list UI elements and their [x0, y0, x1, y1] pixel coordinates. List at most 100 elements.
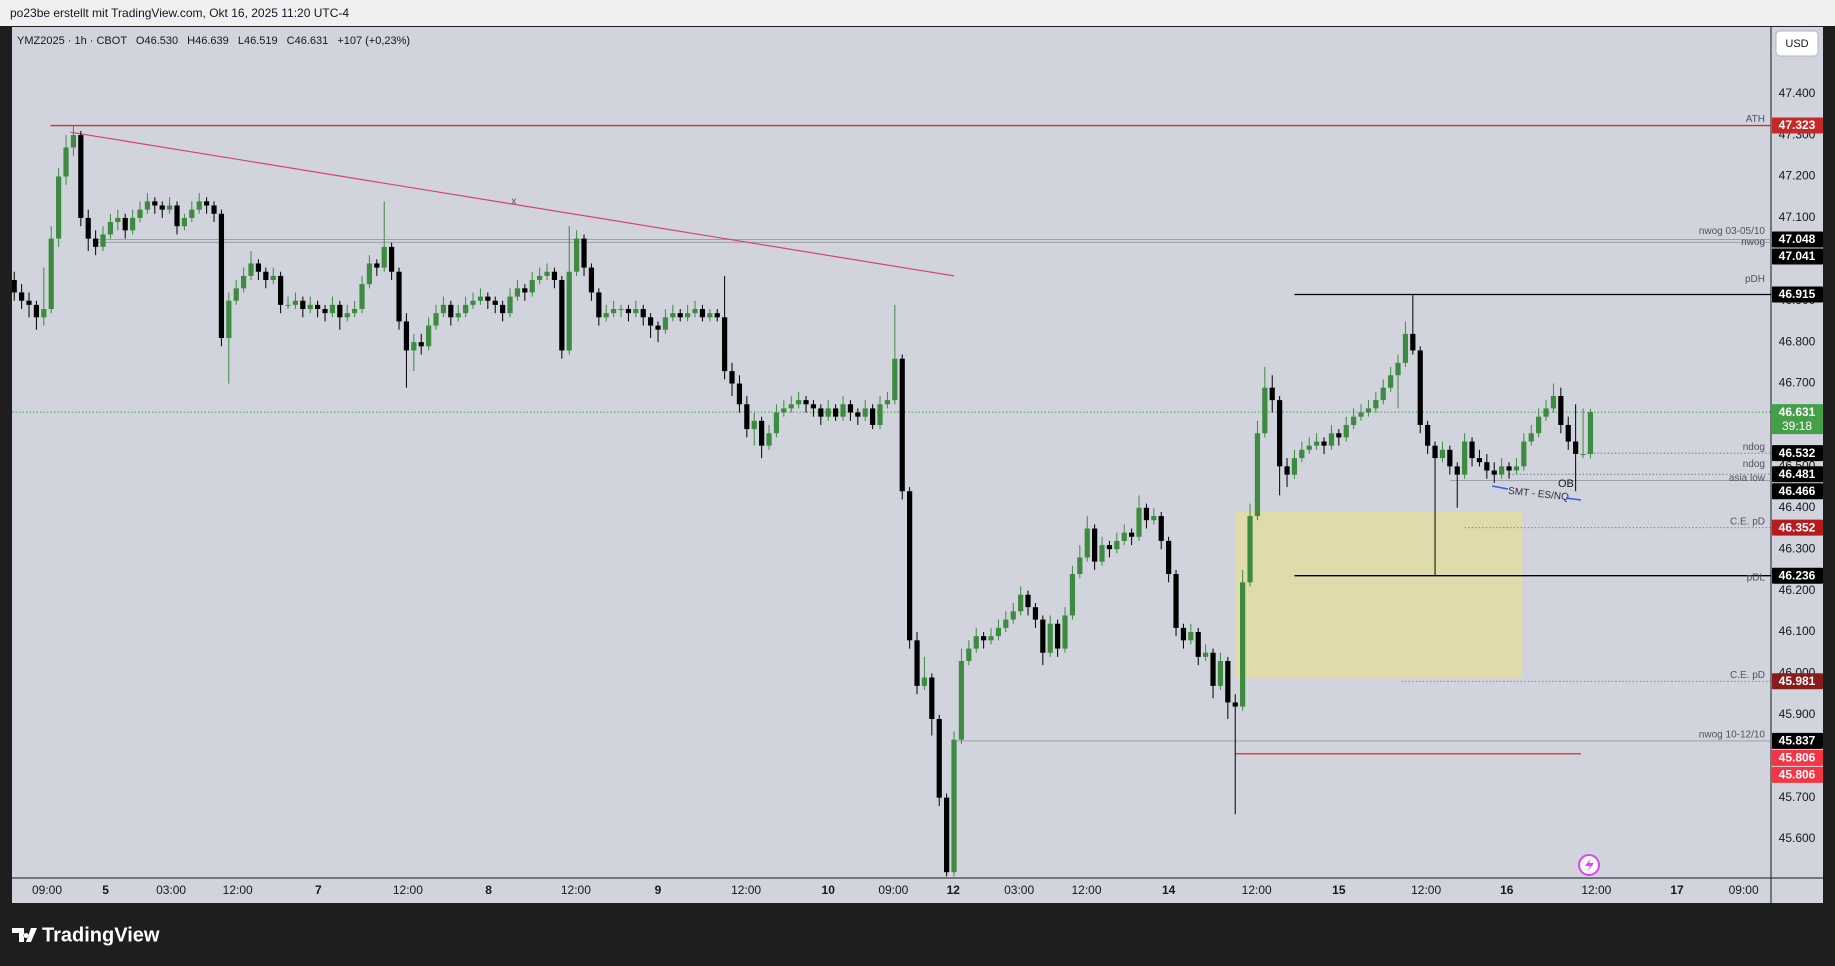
candle-body: [1321, 441, 1327, 446]
candle-body: [514, 288, 521, 297]
candle-body: [329, 304, 336, 314]
candle-body: [1232, 702, 1238, 707]
x-tick-label: 12:00: [1581, 883, 1611, 897]
candle-body: [285, 304, 291, 306]
candle-body: [892, 358, 898, 401]
level-label: nwog 03-05/10: [1699, 226, 1766, 237]
logo-text[interactable]: TradingView: [42, 924, 160, 946]
level-label: asia low: [1729, 473, 1766, 484]
candle-body: [241, 275, 247, 289]
candle-body: [1336, 433, 1342, 438]
candle-body: [344, 313, 350, 318]
x-tick-label: 8: [485, 883, 492, 897]
price-badge: [1772, 231, 1823, 248]
candle-body: [1188, 632, 1194, 641]
candle-body: [1173, 574, 1179, 628]
candle-body: [315, 304, 321, 310]
candle-body: [85, 217, 91, 239]
candle-body: [1092, 528, 1098, 562]
legend: YMZ2025 · 1h · CBOT O46.530 H46.639 L46.…: [17, 35, 410, 47]
candle-body: [1195, 632, 1201, 657]
candle-body: [966, 648, 972, 662]
annotation-line: [1491, 485, 1509, 490]
candle-body: [93, 238, 99, 247]
candle-body: [1129, 532, 1135, 537]
footer-logo[interactable]: TradingView: [12, 924, 160, 946]
candle-body: [729, 371, 735, 384]
candle-body: [1225, 661, 1231, 703]
alert-icon[interactable]: [1578, 854, 1600, 876]
candle-body: [1454, 466, 1460, 475]
icon-bolt[interactable]: [1585, 858, 1594, 872]
candle-body: [322, 309, 328, 314]
candle-body: [1158, 516, 1164, 541]
x-tick-label: 14: [1162, 883, 1176, 897]
candle-body: [1025, 594, 1031, 608]
candle-body: [862, 408, 868, 417]
candle-body: [1491, 470, 1497, 475]
candle-body: [1506, 466, 1512, 471]
x-tick-label: 09:00: [1729, 883, 1759, 897]
logo-mark[interactable]: [12, 928, 37, 942]
candle-body: [485, 296, 491, 301]
price-badge-label: 45.806: [1779, 768, 1816, 782]
legend-value: O46.530: [136, 35, 178, 47]
candle-body: [122, 217, 128, 231]
candle-body: [1536, 416, 1542, 434]
candle-body: [1550, 395, 1557, 409]
candle-body: [56, 176, 62, 239]
level-label: C.E. pD: [1730, 670, 1765, 681]
candle-body: [455, 313, 461, 318]
candle-body: [1247, 516, 1253, 583]
x-tick-label: 03:00: [1004, 883, 1034, 897]
candle-body: [677, 313, 683, 318]
trendline: [70, 131, 955, 277]
currency-button[interactable]: USD: [1775, 30, 1819, 57]
candle-body: [625, 309, 632, 314]
y-tick-label: 47.100: [1779, 210, 1816, 224]
candle-body: [1358, 412, 1364, 417]
candle-body: [115, 217, 121, 223]
candle-body: [773, 412, 780, 434]
button-bg[interactable]: [1775, 30, 1819, 57]
candle-body: [788, 404, 794, 409]
x-tick-label: 12:00: [1071, 883, 1101, 897]
price-badge: [1772, 567, 1823, 584]
candle-body: [137, 209, 143, 218]
candle-body: [1462, 441, 1468, 475]
level-label: pDL: [1747, 572, 1766, 583]
header-title: po23be erstellt mit TradingView.com, Okt…: [10, 6, 349, 20]
candle-body: [1499, 466, 1505, 475]
candle-body: [803, 400, 809, 405]
candle-body: [167, 205, 173, 210]
candle-body: [855, 412, 861, 417]
x-tick-label: 09:00: [878, 883, 908, 897]
x-tick-label: 17: [1670, 883, 1684, 897]
candle-body: [48, 238, 54, 310]
candle-body: [707, 313, 713, 318]
candle-body: [1380, 387, 1386, 401]
candle-body: [248, 263, 254, 276]
candle-body: [699, 309, 706, 318]
x-tick-label: 12:00: [223, 883, 253, 897]
candle-body: [226, 300, 232, 338]
candle-body: [507, 296, 513, 314]
candle-body: [366, 263, 373, 285]
candle-body: [1121, 532, 1127, 541]
x-tick-label: 9: [655, 883, 662, 897]
top-bar: [0, 0, 1835, 26]
price-badge-label: 46.352: [1779, 520, 1816, 534]
candle-body: [596, 292, 602, 318]
candle-body: [1306, 445, 1312, 450]
candle-body: [1032, 607, 1039, 620]
candle-body: [278, 275, 284, 305]
price-badge-label: 47.041: [1779, 249, 1816, 263]
candle-body: [995, 627, 1002, 637]
y-tick-label: 46.100: [1779, 624, 1816, 638]
level-label: nwog: [1741, 237, 1765, 248]
candle-body: [1573, 441, 1579, 454]
candle-body: [1417, 350, 1423, 425]
button-label[interactable]: USD: [1785, 38, 1808, 50]
candle-body: [78, 135, 84, 218]
candle-body: [685, 313, 691, 318]
